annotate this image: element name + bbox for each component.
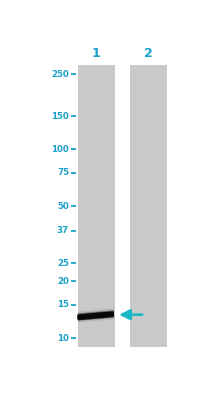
- Polygon shape: [78, 311, 113, 318]
- Text: 37: 37: [57, 226, 69, 235]
- Polygon shape: [78, 314, 113, 320]
- Text: 100: 100: [51, 145, 69, 154]
- Text: 150: 150: [51, 112, 69, 121]
- Polygon shape: [78, 314, 113, 320]
- Polygon shape: [78, 312, 113, 319]
- Polygon shape: [78, 309, 113, 317]
- Text: 50: 50: [57, 202, 69, 211]
- Polygon shape: [78, 313, 113, 319]
- Text: 10: 10: [57, 334, 69, 343]
- Polygon shape: [78, 317, 113, 322]
- Polygon shape: [78, 316, 113, 320]
- Text: 2: 2: [144, 46, 152, 60]
- Polygon shape: [78, 310, 113, 318]
- Text: 20: 20: [57, 277, 69, 286]
- Polygon shape: [78, 312, 113, 318]
- Bar: [77, 65, 114, 347]
- Text: 250: 250: [51, 70, 69, 79]
- Text: 75: 75: [57, 168, 69, 178]
- Text: 15: 15: [57, 300, 69, 309]
- Text: 25: 25: [57, 258, 69, 268]
- Text: 1: 1: [91, 46, 100, 60]
- Bar: [130, 65, 167, 347]
